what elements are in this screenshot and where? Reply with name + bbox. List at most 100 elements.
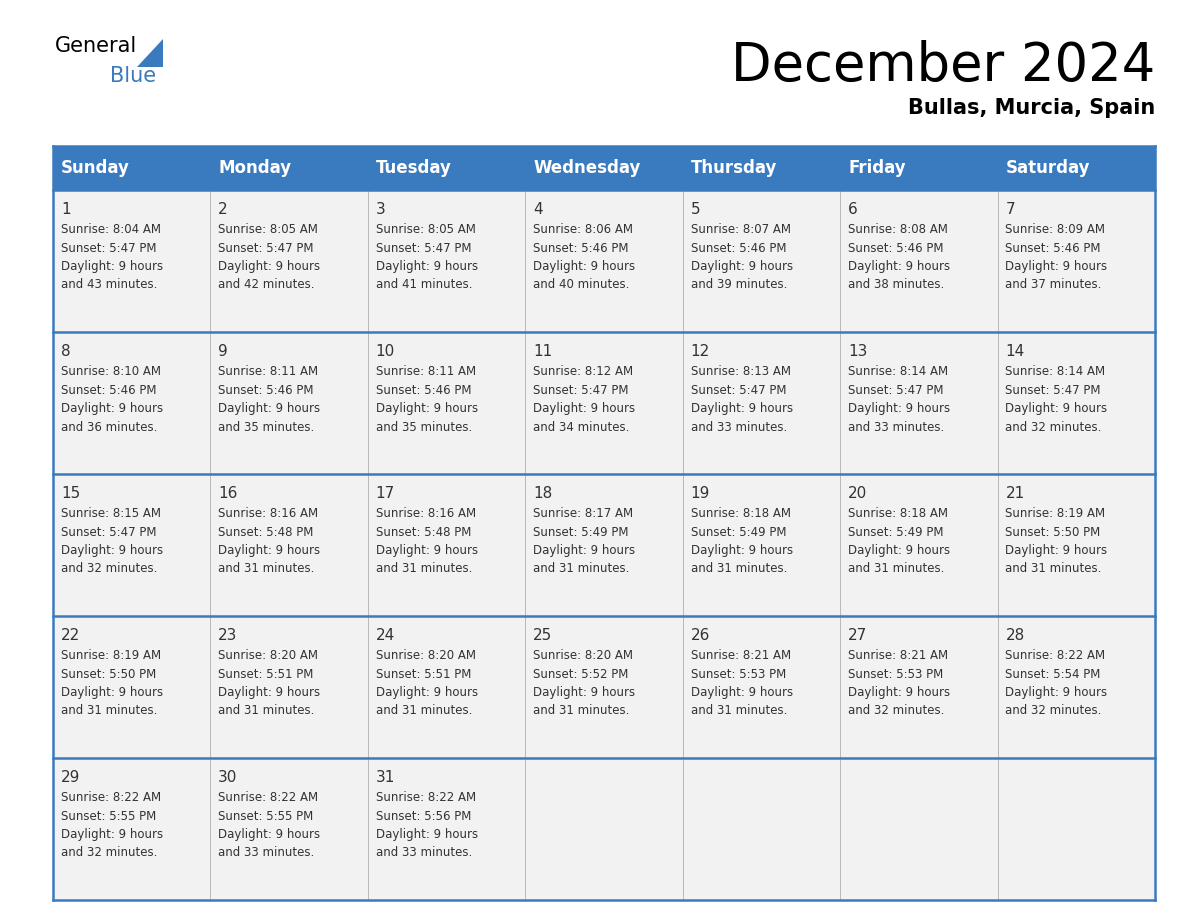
Text: Sunset: 5:47 PM: Sunset: 5:47 PM	[61, 525, 157, 539]
Bar	[53, 332, 210, 474]
Text: Sunset: 5:46 PM: Sunset: 5:46 PM	[375, 384, 472, 397]
Text: and 33 minutes.: and 33 minutes.	[375, 846, 472, 859]
Text: Daylight: 9 hours: Daylight: 9 hours	[533, 686, 636, 699]
Text: December 2024: December 2024	[731, 40, 1155, 92]
Text: Daylight: 9 hours: Daylight: 9 hours	[61, 402, 163, 415]
Text: Sunset: 5:53 PM: Sunset: 5:53 PM	[690, 667, 785, 680]
Text: and 33 minutes.: and 33 minutes.	[690, 420, 786, 433]
Text: Sunset: 5:47 PM: Sunset: 5:47 PM	[375, 241, 472, 254]
Bar	[840, 332, 998, 474]
Bar	[368, 616, 525, 758]
Text: and 31 minutes.: and 31 minutes.	[61, 704, 157, 718]
Text: 19: 19	[690, 486, 710, 501]
Text: 9: 9	[219, 344, 228, 359]
Bar	[683, 146, 840, 190]
Bar	[368, 474, 525, 616]
Text: 4: 4	[533, 202, 543, 217]
Text: and 31 minutes.: and 31 minutes.	[1005, 563, 1101, 576]
Text: and 31 minutes.: and 31 minutes.	[375, 704, 472, 718]
Text: Sunrise: 8:22 AM: Sunrise: 8:22 AM	[61, 791, 162, 804]
Text: Sunrise: 8:20 AM: Sunrise: 8:20 AM	[533, 649, 633, 662]
Bar	[998, 616, 1155, 758]
Text: Sunrise: 8:12 AM: Sunrise: 8:12 AM	[533, 365, 633, 378]
Text: 5: 5	[690, 202, 700, 217]
Bar	[840, 616, 998, 758]
Text: and 31 minutes.: and 31 minutes.	[375, 563, 472, 576]
Text: Daylight: 9 hours: Daylight: 9 hours	[219, 544, 321, 557]
Text: 27: 27	[848, 628, 867, 643]
Text: Daylight: 9 hours: Daylight: 9 hours	[219, 260, 321, 273]
Text: Daylight: 9 hours: Daylight: 9 hours	[375, 260, 478, 273]
Text: 29: 29	[61, 770, 81, 785]
Bar	[368, 332, 525, 474]
Text: and 38 minutes.: and 38 minutes.	[848, 278, 944, 292]
Text: Sunset: 5:46 PM: Sunset: 5:46 PM	[533, 241, 628, 254]
Text: Daylight: 9 hours: Daylight: 9 hours	[690, 544, 792, 557]
Text: Bullas, Murcia, Spain: Bullas, Murcia, Spain	[908, 98, 1155, 118]
Text: Sunset: 5:47 PM: Sunset: 5:47 PM	[533, 384, 628, 397]
Text: 6: 6	[848, 202, 858, 217]
Bar	[840, 474, 998, 616]
Text: 28: 28	[1005, 628, 1025, 643]
Text: Daylight: 9 hours: Daylight: 9 hours	[533, 402, 636, 415]
Text: and 32 minutes.: and 32 minutes.	[61, 563, 157, 576]
Text: Daylight: 9 hours: Daylight: 9 hours	[375, 828, 478, 841]
Text: and 32 minutes.: and 32 minutes.	[848, 704, 944, 718]
Bar	[998, 474, 1155, 616]
Text: and 35 minutes.: and 35 minutes.	[375, 420, 472, 433]
Text: and 33 minutes.: and 33 minutes.	[848, 420, 944, 433]
Text: Sunset: 5:46 PM: Sunset: 5:46 PM	[848, 241, 943, 254]
Text: Daylight: 9 hours: Daylight: 9 hours	[61, 828, 163, 841]
Text: Blue: Blue	[110, 66, 156, 86]
Bar	[210, 758, 368, 900]
Text: Wednesday: Wednesday	[533, 159, 640, 177]
Text: Sunset: 5:49 PM: Sunset: 5:49 PM	[690, 525, 786, 539]
Text: Sunrise: 8:11 AM: Sunrise: 8:11 AM	[375, 365, 476, 378]
Bar	[368, 758, 525, 900]
Bar	[840, 146, 998, 190]
Text: 20: 20	[848, 486, 867, 501]
Text: 12: 12	[690, 344, 710, 359]
Text: Daylight: 9 hours: Daylight: 9 hours	[848, 260, 950, 273]
Bar	[840, 758, 998, 900]
Text: Sunrise: 8:05 AM: Sunrise: 8:05 AM	[219, 223, 318, 236]
Text: 18: 18	[533, 486, 552, 501]
Bar	[998, 190, 1155, 332]
Text: Sunrise: 8:09 AM: Sunrise: 8:09 AM	[1005, 223, 1106, 236]
Text: Sunrise: 8:10 AM: Sunrise: 8:10 AM	[61, 365, 160, 378]
Text: 2: 2	[219, 202, 228, 217]
Bar	[53, 758, 210, 900]
Text: Sunrise: 8:14 AM: Sunrise: 8:14 AM	[848, 365, 948, 378]
Text: Sunrise: 8:19 AM: Sunrise: 8:19 AM	[1005, 507, 1106, 520]
Bar	[683, 616, 840, 758]
Text: and 39 minutes.: and 39 minutes.	[690, 278, 786, 292]
Text: Daylight: 9 hours: Daylight: 9 hours	[219, 828, 321, 841]
Bar	[368, 190, 525, 332]
Text: Daylight: 9 hours: Daylight: 9 hours	[61, 686, 163, 699]
Bar	[525, 616, 683, 758]
Text: Sunrise: 8:18 AM: Sunrise: 8:18 AM	[848, 507, 948, 520]
Text: Sunrise: 8:06 AM: Sunrise: 8:06 AM	[533, 223, 633, 236]
Text: and 31 minutes.: and 31 minutes.	[533, 563, 630, 576]
Text: and 31 minutes.: and 31 minutes.	[690, 563, 786, 576]
Text: Daylight: 9 hours: Daylight: 9 hours	[690, 686, 792, 699]
Text: Daylight: 9 hours: Daylight: 9 hours	[219, 402, 321, 415]
Text: and 35 minutes.: and 35 minutes.	[219, 420, 315, 433]
Text: Sunrise: 8:21 AM: Sunrise: 8:21 AM	[690, 649, 791, 662]
Text: 16: 16	[219, 486, 238, 501]
Bar	[210, 190, 368, 332]
Text: Sunset: 5:55 PM: Sunset: 5:55 PM	[61, 810, 156, 823]
Text: Sunrise: 8:15 AM: Sunrise: 8:15 AM	[61, 507, 160, 520]
Text: Sunrise: 8:08 AM: Sunrise: 8:08 AM	[848, 223, 948, 236]
Bar	[683, 190, 840, 332]
Text: Sunset: 5:46 PM: Sunset: 5:46 PM	[219, 384, 314, 397]
Text: 17: 17	[375, 486, 394, 501]
Text: Monday: Monday	[219, 159, 291, 177]
Text: Sunset: 5:49 PM: Sunset: 5:49 PM	[533, 525, 628, 539]
Text: Sunrise: 8:07 AM: Sunrise: 8:07 AM	[690, 223, 790, 236]
Text: 22: 22	[61, 628, 80, 643]
Polygon shape	[137, 39, 163, 67]
Text: and 32 minutes.: and 32 minutes.	[61, 846, 157, 859]
Text: Sunrise: 8:11 AM: Sunrise: 8:11 AM	[219, 365, 318, 378]
Text: 8: 8	[61, 344, 70, 359]
